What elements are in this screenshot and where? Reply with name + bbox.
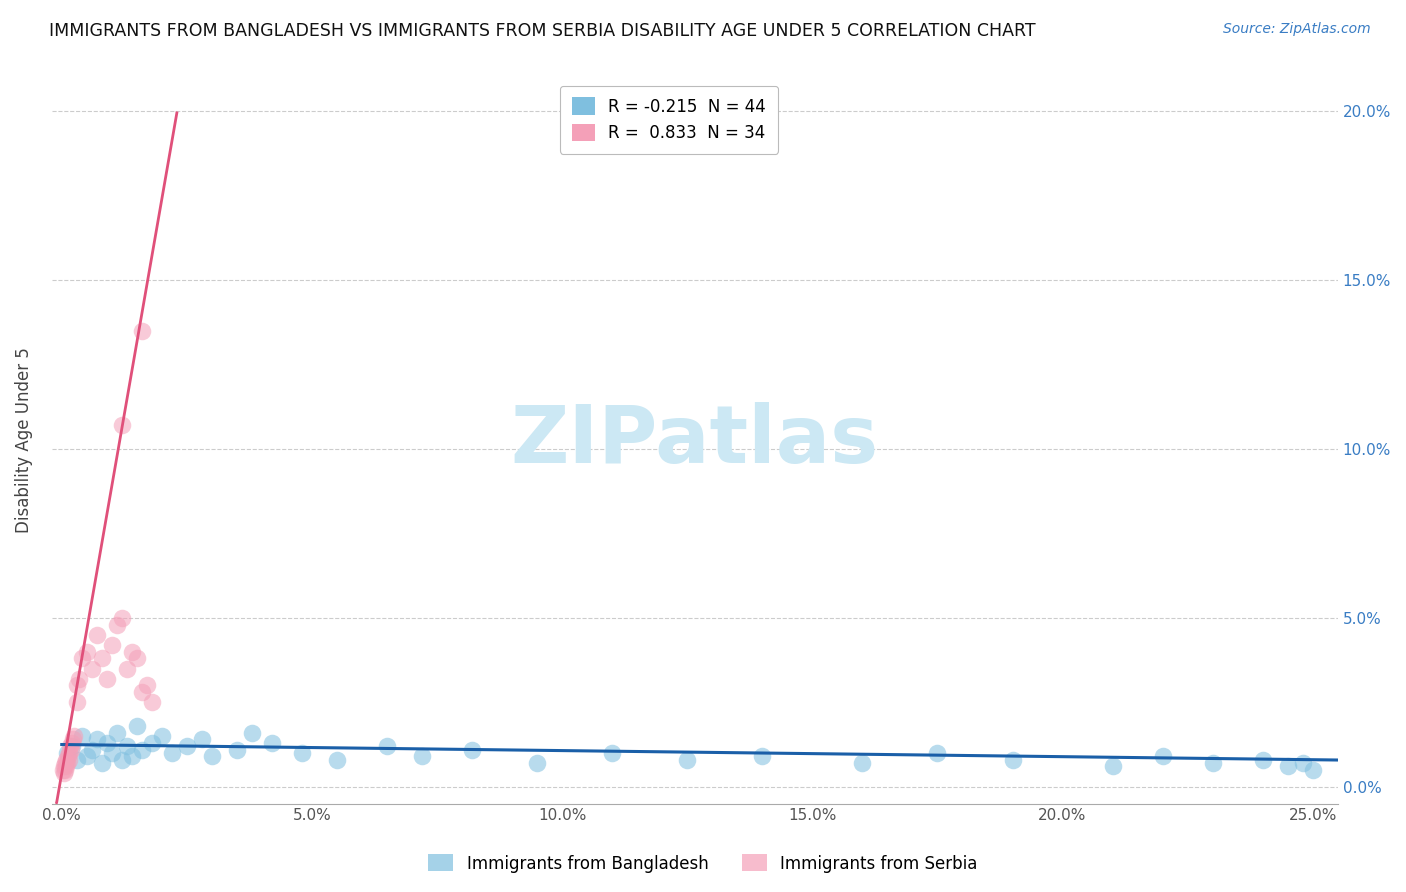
Point — [55, 753, 77, 767]
Point — [1101, 759, 1123, 773]
Point — [70, 651, 93, 665]
Point — [1277, 759, 1299, 773]
Point — [58, 753, 80, 767]
Point — [115, 739, 138, 754]
Point — [101, 638, 124, 652]
Point — [111, 611, 134, 625]
Point — [105, 617, 128, 632]
Point — [326, 753, 349, 767]
Point — [150, 729, 173, 743]
Point — [131, 685, 153, 699]
Text: ZIPatlas: ZIPatlas — [510, 401, 879, 480]
Point — [53, 756, 76, 770]
Point — [80, 742, 103, 756]
Point — [52, 759, 75, 773]
Point — [121, 645, 143, 659]
Point — [90, 756, 112, 770]
Point — [851, 756, 873, 770]
Legend: Immigrants from Bangladesh, Immigrants from Serbia: Immigrants from Bangladesh, Immigrants f… — [422, 847, 984, 880]
Point — [135, 678, 157, 692]
Point — [59, 739, 82, 754]
Point — [55, 756, 77, 770]
Point — [1251, 753, 1274, 767]
Legend: R = -0.215  N = 44, R =  0.833  N = 34: R = -0.215 N = 44, R = 0.833 N = 34 — [560, 86, 778, 153]
Point — [53, 766, 76, 780]
Point — [751, 749, 773, 764]
Point — [461, 742, 484, 756]
Point — [66, 753, 89, 767]
Point — [111, 418, 134, 433]
Point — [59, 742, 82, 756]
Point — [111, 753, 134, 767]
Point — [375, 739, 398, 754]
Point — [125, 719, 148, 733]
Point — [60, 739, 83, 754]
Point — [55, 759, 77, 773]
Point — [225, 742, 247, 756]
Point — [70, 729, 93, 743]
Point — [66, 695, 89, 709]
Point — [141, 695, 163, 709]
Point — [55, 746, 77, 760]
Point — [411, 749, 433, 764]
Point — [526, 756, 548, 770]
Point — [96, 672, 118, 686]
Point — [201, 749, 224, 764]
Point — [131, 324, 153, 338]
Point — [1292, 756, 1315, 770]
Point — [291, 746, 314, 760]
Point — [125, 651, 148, 665]
Point — [1201, 756, 1223, 770]
Point — [90, 651, 112, 665]
Point — [260, 736, 283, 750]
Point — [58, 746, 80, 760]
Y-axis label: Disability Age Under 5: Disability Age Under 5 — [15, 348, 32, 533]
Text: Source: ZipAtlas.com: Source: ZipAtlas.com — [1223, 22, 1371, 37]
Point — [121, 749, 143, 764]
Point — [76, 749, 98, 764]
Point — [160, 746, 183, 760]
Point — [1302, 763, 1324, 777]
Point — [62, 732, 84, 747]
Point — [53, 763, 76, 777]
Point — [676, 753, 699, 767]
Point — [600, 746, 623, 760]
Point — [56, 749, 79, 764]
Point — [101, 746, 124, 760]
Point — [86, 732, 108, 747]
Point — [115, 661, 138, 675]
Point — [141, 736, 163, 750]
Point — [63, 729, 86, 743]
Point — [927, 746, 949, 760]
Point — [96, 736, 118, 750]
Point — [67, 672, 90, 686]
Point — [52, 763, 75, 777]
Point — [105, 725, 128, 739]
Point — [60, 736, 83, 750]
Point — [1001, 753, 1024, 767]
Point — [86, 628, 108, 642]
Point — [76, 645, 98, 659]
Point — [191, 732, 214, 747]
Point — [1152, 749, 1174, 764]
Point — [240, 725, 263, 739]
Point — [176, 739, 198, 754]
Point — [131, 742, 153, 756]
Text: IMMIGRANTS FROM BANGLADESH VS IMMIGRANTS FROM SERBIA DISABILITY AGE UNDER 5 CORR: IMMIGRANTS FROM BANGLADESH VS IMMIGRANTS… — [49, 22, 1036, 40]
Point — [66, 678, 89, 692]
Point — [80, 661, 103, 675]
